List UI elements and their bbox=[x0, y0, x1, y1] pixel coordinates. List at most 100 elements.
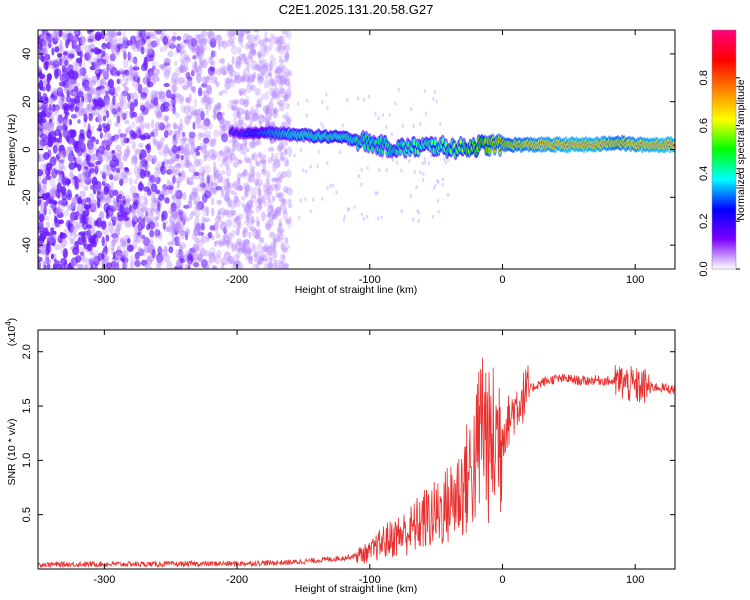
noise-speck bbox=[289, 216, 291, 220]
noise-blob bbox=[178, 94, 185, 102]
noise-blob bbox=[219, 177, 226, 183]
noise-blob bbox=[285, 78, 290, 85]
snr-ytick-label: 1.0 bbox=[21, 453, 33, 468]
noise-blob bbox=[62, 34, 67, 40]
noise-blob bbox=[95, 139, 98, 144]
noise-blob bbox=[127, 244, 134, 252]
noise-blob bbox=[213, 129, 220, 137]
noise-blob bbox=[141, 64, 148, 72]
noise-blob bbox=[189, 132, 196, 138]
noise-blob bbox=[139, 181, 143, 190]
noise-blob bbox=[250, 34, 254, 44]
noise-blob bbox=[127, 93, 131, 102]
noise-speck bbox=[321, 197, 323, 201]
noise-speck bbox=[436, 179, 438, 183]
noise-blob bbox=[196, 201, 201, 209]
noise-blob bbox=[63, 51, 68, 55]
noise-blob bbox=[284, 237, 288, 244]
noise-blob bbox=[185, 160, 189, 168]
noise-blob bbox=[227, 256, 234, 264]
noise-blob bbox=[264, 62, 270, 68]
noise-blob bbox=[100, 132, 103, 139]
noise-blob bbox=[123, 59, 128, 68]
noise-blob bbox=[53, 145, 58, 154]
noise-blob bbox=[157, 145, 160, 149]
noise-blob bbox=[273, 159, 280, 169]
noise-blob bbox=[142, 249, 146, 257]
noise-blob bbox=[75, 27, 79, 35]
noise-blob bbox=[285, 93, 291, 100]
noise-blob bbox=[85, 263, 88, 273]
noise-blob bbox=[193, 172, 199, 176]
noise-blob bbox=[285, 103, 290, 109]
noise-blob bbox=[208, 66, 215, 75]
noise-blob bbox=[164, 83, 170, 87]
noise-blob bbox=[99, 88, 106, 95]
noise-blob bbox=[163, 253, 170, 262]
noise-blob bbox=[100, 107, 106, 117]
noise-blob bbox=[87, 145, 94, 154]
noise-blob bbox=[62, 176, 68, 186]
noise-blob bbox=[103, 126, 108, 133]
noise-blob bbox=[82, 198, 86, 203]
noise-blob bbox=[74, 82, 80, 86]
noise-speck bbox=[385, 125, 387, 129]
noise-speck bbox=[347, 208, 349, 212]
noise-blob bbox=[115, 252, 122, 258]
spectrogram-xtick-label: -300 bbox=[93, 274, 115, 286]
noise-blob bbox=[176, 43, 183, 51]
noise-blob bbox=[220, 187, 223, 192]
colorbar-tick-label: 0.4 bbox=[698, 166, 710, 181]
noise-blob bbox=[131, 156, 138, 166]
ridge-core bbox=[460, 141, 462, 144]
noise-blob bbox=[36, 139, 42, 148]
noise-speck bbox=[343, 214, 345, 218]
noise-blob bbox=[123, 154, 128, 162]
spectrogram-xtick-label: -200 bbox=[226, 274, 248, 286]
noise-blob bbox=[132, 112, 137, 118]
noise-blob bbox=[108, 221, 111, 226]
noise-blob bbox=[146, 224, 150, 230]
noise-blob bbox=[76, 58, 83, 64]
noise-blob bbox=[119, 94, 124, 104]
colorbar: 0.00.20.40.60.8 Normalized spectral ampl… bbox=[698, 30, 747, 277]
noise-blob bbox=[280, 253, 286, 260]
noise-blob bbox=[265, 91, 269, 100]
noise-blob bbox=[60, 264, 66, 271]
noise-blob bbox=[238, 116, 244, 124]
noise-blob bbox=[117, 150, 122, 156]
noise-speck bbox=[310, 165, 312, 169]
noise-blob bbox=[138, 143, 143, 149]
noise-blob bbox=[61, 125, 66, 131]
noise-blob bbox=[209, 247, 215, 255]
noise-blob bbox=[57, 87, 63, 91]
noise-blob bbox=[92, 88, 97, 95]
noise-blob bbox=[262, 246, 268, 252]
snr-xtick-label: 0 bbox=[499, 574, 505, 586]
noise-blob bbox=[138, 247, 142, 253]
noise-blob bbox=[115, 122, 119, 127]
noise-blob bbox=[156, 111, 163, 120]
noise-blob bbox=[223, 145, 230, 153]
noise-blob bbox=[226, 239, 230, 249]
noise-blob bbox=[73, 232, 76, 239]
noise-blob bbox=[192, 187, 198, 194]
noise-blob bbox=[203, 138, 209, 144]
noise-blob bbox=[44, 54, 49, 60]
noise-blob bbox=[274, 93, 279, 98]
noise-blob bbox=[42, 248, 48, 256]
colorbar-label: Normalized spectral amplitude bbox=[735, 79, 747, 220]
noise-speck bbox=[316, 164, 318, 168]
noise-blob bbox=[194, 159, 200, 167]
noise-blob bbox=[137, 30, 140, 35]
noise-blob bbox=[268, 147, 274, 152]
noise-blob bbox=[94, 263, 98, 272]
noise-blob bbox=[84, 204, 91, 210]
noise-blob bbox=[278, 148, 282, 153]
noise-blob bbox=[111, 160, 116, 166]
noise-blob bbox=[239, 37, 243, 42]
noise-blob bbox=[61, 192, 66, 200]
noise-blob bbox=[242, 170, 247, 179]
noise-blob bbox=[105, 97, 109, 106]
noise-blob bbox=[88, 258, 92, 267]
